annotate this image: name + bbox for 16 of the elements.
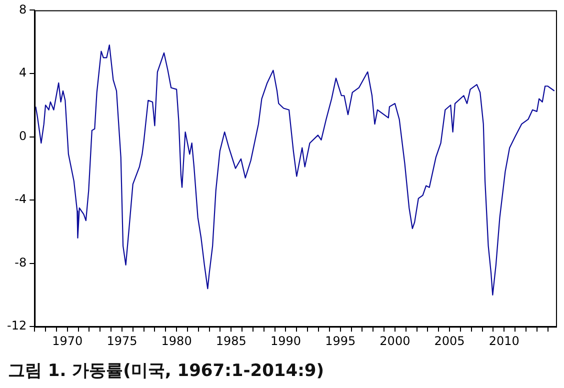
x-tick-label: 1985 [216, 334, 246, 348]
x-tick-label: 2000 [380, 334, 410, 348]
x-tick-label: 1980 [161, 334, 192, 348]
y-tick-label: 0 [18, 128, 27, 143]
x-tick-label: 1990 [270, 334, 302, 348]
x-tick-label: 2005 [434, 334, 465, 348]
y-tick-label: 8 [18, 2, 27, 16]
y-tick-label: -8 [14, 255, 27, 270]
text: 그림 1. 가동률(미국, 1967:1-2014:9) [8, 360, 324, 382]
x-tick-label: 1995 [325, 334, 356, 348]
x-tick-label: 1970 [52, 334, 83, 348]
y-tick-label: -12 [6, 318, 27, 333]
x-tick-label: 1975 [106, 334, 138, 348]
y-tick-label: -4 [14, 192, 27, 206]
y-tick-label: 4 [18, 66, 27, 80]
x-tick-label: 2010 [488, 334, 520, 348]
